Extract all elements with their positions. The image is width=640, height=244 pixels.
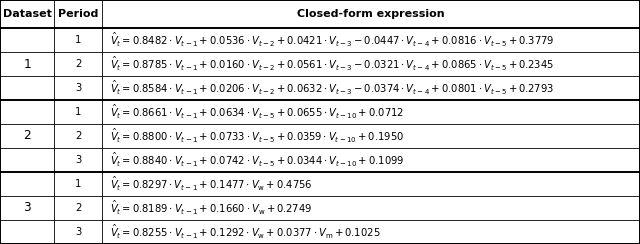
Text: 2: 2 xyxy=(76,59,81,69)
Text: 2: 2 xyxy=(23,130,31,142)
Text: Dataset: Dataset xyxy=(3,9,52,19)
Text: $\hat{V}_t = 0.8661 \cdot V_{t-1} + 0.0634 \cdot V_{t-5} + 0.0655 \cdot V_{t-10}: $\hat{V}_t = 0.8661 \cdot V_{t-1} + 0.06… xyxy=(110,103,404,121)
Text: $\hat{V}_t = 0.8482 \cdot V_{t-1} + 0.0536 \cdot V_{t-2} + 0.0421 \cdot V_{t-3} : $\hat{V}_t = 0.8482 \cdot V_{t-1} + 0.05… xyxy=(110,31,555,49)
Text: 2: 2 xyxy=(76,131,81,141)
Text: $\hat{V}_t = 0.8800 \cdot V_{t-1} + 0.0733 \cdot V_{t-5} + 0.0359 \cdot V_{t-10}: $\hat{V}_t = 0.8800 \cdot V_{t-1} + 0.07… xyxy=(110,127,404,145)
Text: 2: 2 xyxy=(76,203,81,213)
Text: $\hat{V}_t = 0.8255 \cdot V_{t-1} + 0.1292 \cdot V_{\mathrm{w}} + 0.0377 \cdot V: $\hat{V}_t = 0.8255 \cdot V_{t-1} + 0.12… xyxy=(110,223,381,241)
Text: $\hat{V}_t = 0.8297 \cdot V_{t-1} + 0.1477 \cdot V_{\mathrm{w}} + 0.4756$: $\hat{V}_t = 0.8297 \cdot V_{t-1} + 0.14… xyxy=(110,175,313,193)
Text: 1: 1 xyxy=(76,107,81,117)
Text: 3: 3 xyxy=(76,155,81,165)
Text: 3: 3 xyxy=(76,227,81,237)
Text: 1: 1 xyxy=(23,58,31,71)
Text: $\hat{V}_t = 0.8840 \cdot V_{t-1} + 0.0742 \cdot V_{t-5} + 0.0344 \cdot V_{t-10}: $\hat{V}_t = 0.8840 \cdot V_{t-1} + 0.07… xyxy=(110,151,404,169)
Text: $\hat{V}_t = 0.8584 \cdot V_{t-1} + 0.0206 \cdot V_{t-2} + 0.0632 \cdot V_{t-3} : $\hat{V}_t = 0.8584 \cdot V_{t-1} + 0.02… xyxy=(110,79,554,97)
Text: Period: Period xyxy=(58,9,99,19)
Text: Closed-form expression: Closed-form expression xyxy=(298,9,445,19)
Text: $\hat{V}_t = 0.8189 \cdot V_{t-1} + 0.1660 \cdot V_{\mathrm{w}} + 0.2749$: $\hat{V}_t = 0.8189 \cdot V_{t-1} + 0.16… xyxy=(110,199,312,217)
Text: 1: 1 xyxy=(76,35,81,45)
Text: 3: 3 xyxy=(23,202,31,214)
Text: 1: 1 xyxy=(76,179,81,189)
Text: $\hat{V}_t = 0.8785 \cdot V_{t-1} + 0.0160 \cdot V_{t-2} + 0.0561 \cdot V_{t-3} : $\hat{V}_t = 0.8785 \cdot V_{t-1} + 0.01… xyxy=(110,55,554,73)
Text: 3: 3 xyxy=(76,83,81,93)
